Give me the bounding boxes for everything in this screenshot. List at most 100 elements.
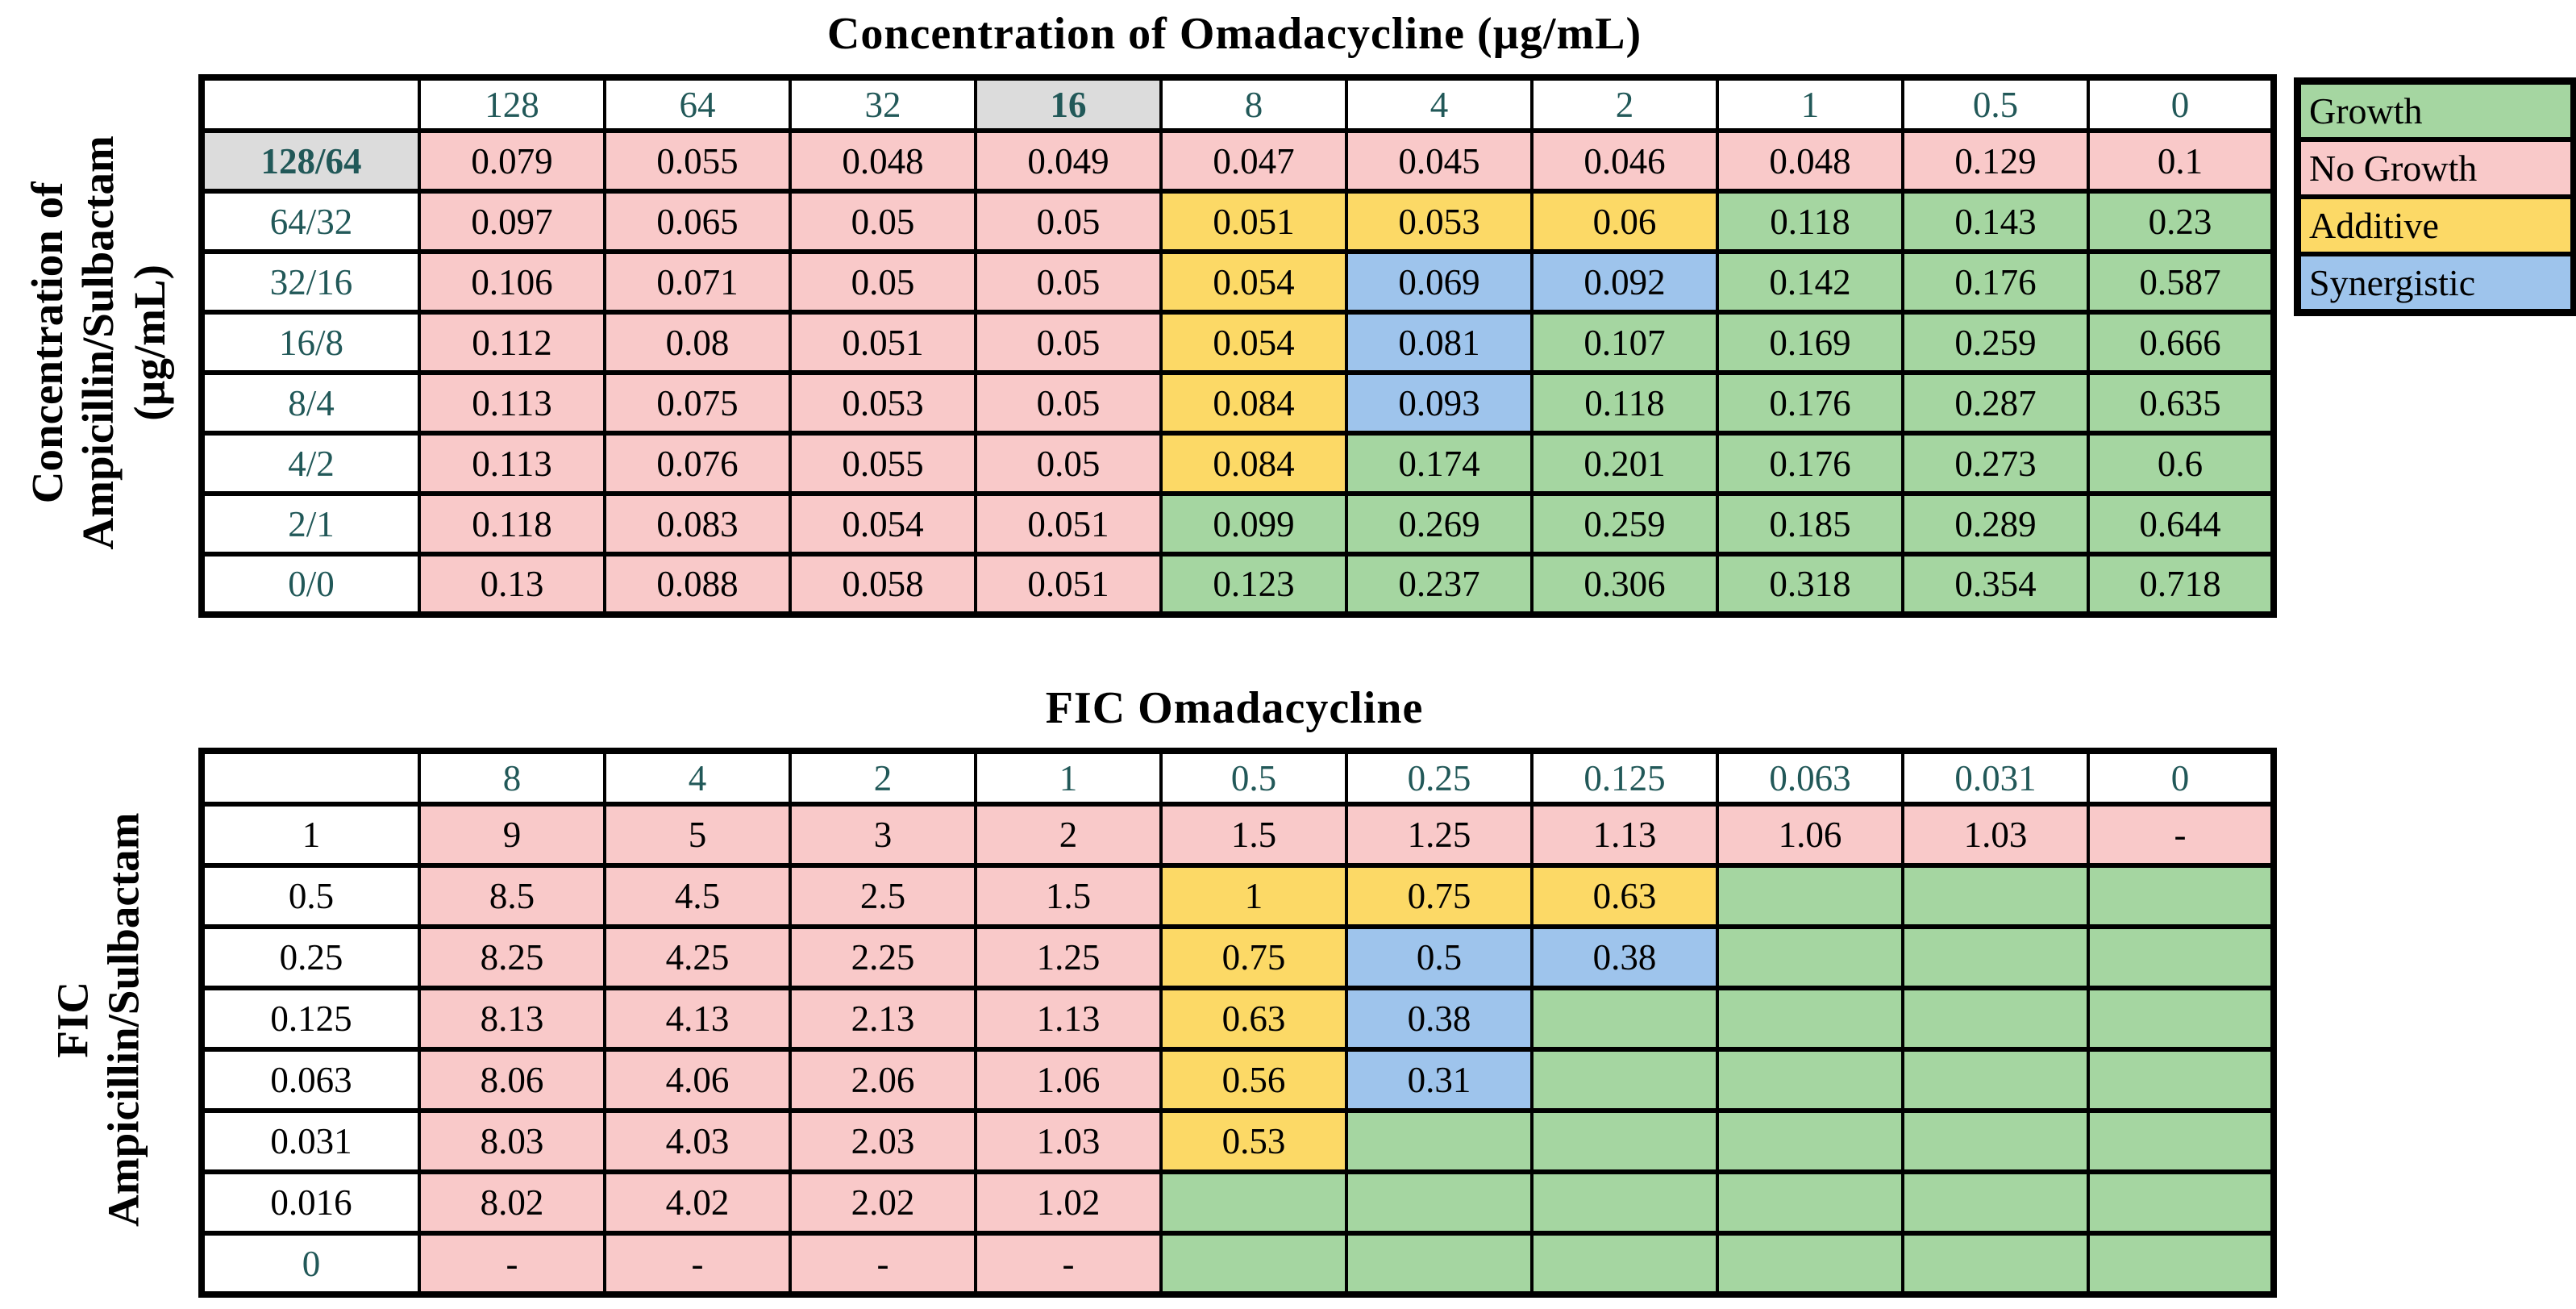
- col-header-cell: 0: [2087, 75, 2275, 133]
- data-cell-no_growth: 0.113: [418, 370, 606, 436]
- data-cell-no_growth: 1.03: [974, 1108, 1163, 1174]
- data-cell-growth: 0.176: [1901, 249, 2090, 315]
- data-cell-no_growth: 4.5: [603, 863, 792, 929]
- data-cell-no_growth: 1.13: [974, 986, 1163, 1052]
- axis-label-line: FIC: [48, 981, 98, 1058]
- data-cell-growth: [1901, 1169, 2090, 1236]
- col-header-cell: 2: [789, 748, 977, 807]
- data-cell-growth: [1530, 1108, 1719, 1174]
- data-cell-growth: 0.099: [1159, 491, 1348, 557]
- data-cell-growth: 0.107: [1530, 310, 1719, 375]
- data-cell-additive: 0.06: [1530, 189, 1719, 254]
- data-cell-no_growth: 0.129: [1901, 128, 2090, 194]
- data-cell-growth: [1901, 1047, 2090, 1113]
- col-header-cell: 16: [974, 75, 1163, 133]
- data-cell-no_growth: 1.5: [1159, 802, 1348, 868]
- data-cell-growth: 0.259: [1901, 310, 2090, 375]
- data-cell-no_growth: 1.06: [1716, 802, 1904, 868]
- data-cell-growth: [1530, 986, 1719, 1052]
- data-cell-growth: 0.201: [1530, 431, 1719, 496]
- col-header-cell: 2: [1530, 75, 1719, 133]
- legend-item-additive: Additive: [2299, 197, 2573, 254]
- data-cell-growth: 0.354: [1901, 552, 2090, 617]
- data-cell-additive: 0.53: [1159, 1108, 1348, 1174]
- data-cell-no_growth: 4.13: [603, 986, 792, 1052]
- data-cell-growth: 0.23: [2087, 189, 2275, 254]
- data-cell-no_growth: 2.25: [789, 924, 977, 990]
- data-cell-no_growth: 1.13: [1530, 802, 1719, 868]
- data-cell-no_growth: 0.05: [789, 189, 977, 254]
- data-cell-growth: 0.318: [1716, 552, 1904, 617]
- data-cell-no_growth: 0.054: [789, 491, 977, 557]
- data-cell-no_growth: 0.058: [789, 552, 977, 617]
- data-cell-growth: [1716, 1047, 1904, 1113]
- row-label-cell: 0.063: [200, 1047, 421, 1113]
- col-header-cell: 0.063: [1716, 748, 1904, 807]
- data-cell-synergistic: 0.093: [1345, 370, 1534, 436]
- data-cell-synergistic: 0.081: [1345, 310, 1534, 375]
- data-cell-no_growth: 0.05: [974, 310, 1163, 375]
- data-cell-no_growth: 8.03: [418, 1108, 606, 1174]
- data-cell-no_growth: 0.05: [789, 249, 977, 315]
- data-cell-no_growth: 0.097: [418, 189, 606, 254]
- row-label-cell: 1: [200, 802, 421, 868]
- row-label-cell: 4/2: [200, 431, 421, 496]
- legend-item-growth: Growth: [2299, 82, 2573, 140]
- table-row: 8/4 0.113 0.075 0.053 0.05 0.084 0.093 0.118 0.1…: [200, 370, 2275, 436]
- data-cell-no_growth: 2.03: [789, 1108, 977, 1174]
- table-row: 0.5 8.5 4.5 2.5 1.5 1 0.75 0.63: [200, 863, 2275, 929]
- row-label-cell: 0.5: [200, 863, 421, 929]
- data-cell-growth: [1716, 986, 1904, 1052]
- data-cell-no_growth: 0.051: [789, 310, 977, 375]
- row-label-cell: 0/0: [200, 552, 421, 617]
- data-cell-growth: 0.123: [1159, 552, 1348, 617]
- data-cell-growth: [2087, 863, 2275, 929]
- data-cell-no_growth: 0.049: [974, 128, 1163, 194]
- axis-label-line: Concentration of: [23, 181, 73, 504]
- data-cell-no_growth: 5: [603, 802, 792, 868]
- table1-y-axis-label-text: Concentration of Ampicillin/Sulbactam (µ…: [22, 135, 175, 549]
- data-cell-growth: 0.143: [1901, 189, 2090, 254]
- data-cell-growth: [1716, 1108, 1904, 1174]
- data-cell-no_growth: 1.25: [1345, 802, 1534, 868]
- data-cell-no_growth: 0.046: [1530, 128, 1719, 194]
- table1-y-axis-label: Concentration of Ampicillin/Sulbactam (µ…: [5, 74, 192, 611]
- data-cell-growth: [2087, 1108, 2275, 1174]
- data-cell-growth: [2087, 1169, 2275, 1236]
- data-cell-growth: [2087, 986, 2275, 1052]
- data-cell-no_growth: 0.047: [1159, 128, 1348, 194]
- data-cell-no_growth: 2.06: [789, 1047, 977, 1113]
- data-cell-no_growth: 2.13: [789, 986, 977, 1052]
- data-cell-no_growth: 1.02: [974, 1169, 1163, 1236]
- data-cell-growth: [1901, 1231, 2090, 1297]
- data-cell-no_growth: 8.06: [418, 1047, 606, 1113]
- data-cell-synergistic: 0.092: [1530, 249, 1719, 315]
- data-cell-no_growth: 4.02: [603, 1169, 792, 1236]
- col-header-cell: 0.5: [1901, 75, 2090, 133]
- data-cell-additive: 0.054: [1159, 249, 1348, 315]
- table-row: 4/2 0.113 0.076 0.055 0.05 0.084 0.174 0.201 0.1…: [200, 431, 2275, 496]
- table-row: 0/0 0.13 0.088 0.058 0.051 0.123 0.237 0.306 0.3…: [200, 552, 2275, 617]
- row-label-cell: 0.25: [200, 924, 421, 990]
- col-header-cell: 32: [789, 75, 977, 133]
- concentration-table: 128 64 32 16 8 4 2 1 0.5 0 128/64 0.079 0.055 0.048 0.…: [198, 74, 2277, 618]
- data-cell-growth: [1716, 1231, 1904, 1297]
- data-cell-growth: 0.587: [2087, 249, 2275, 315]
- data-cell-additive: 0.051: [1159, 189, 1348, 254]
- data-cell-growth: 0.644: [2087, 491, 2275, 557]
- data-cell-no_growth: 4.06: [603, 1047, 792, 1113]
- row-label-cell: 2/1: [200, 491, 421, 557]
- col-header-cell: 0.031: [1901, 748, 2090, 807]
- data-cell-synergistic: 0.38: [1530, 924, 1719, 990]
- data-cell-growth: 0.118: [1530, 370, 1719, 436]
- data-cell-additive: 1: [1159, 863, 1348, 929]
- data-cell-no_growth: 4.25: [603, 924, 792, 990]
- data-cell-no_growth: 1.25: [974, 924, 1163, 990]
- table-row: 128/64 0.079 0.055 0.048 0.049 0.047 0.045 0.04…: [200, 128, 2275, 194]
- corner-cell: [200, 75, 421, 133]
- data-cell-additive: 0.56: [1159, 1047, 1348, 1113]
- data-cell-no_growth: 8.02: [418, 1169, 606, 1236]
- col-header-cell: 4: [603, 748, 792, 807]
- data-cell-no_growth: 0.13: [418, 552, 606, 617]
- table-row: 16/8 0.112 0.08 0.051 0.05 0.054 0.081 0.107 0.1…: [200, 310, 2275, 375]
